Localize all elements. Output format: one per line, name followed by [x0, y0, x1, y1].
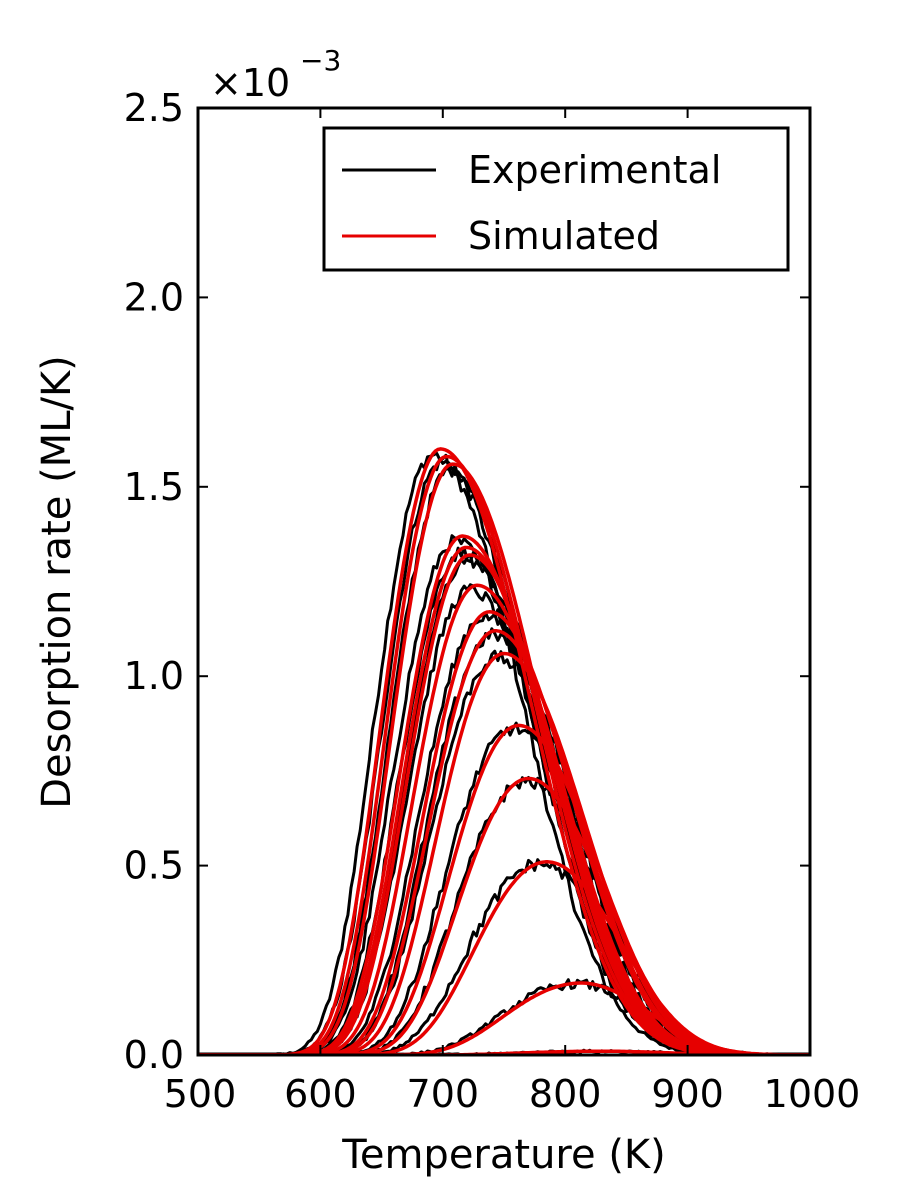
x-tick-label: 800 — [529, 1072, 602, 1116]
y-tick-label: 0.0 — [124, 1033, 184, 1077]
simulated-curve — [198, 462, 810, 1055]
legend-label-experimental: Experimental — [468, 148, 721, 192]
legend-label-simulated: Simulated — [468, 214, 660, 258]
scale-factor-base: ×10 — [210, 61, 290, 105]
y-tick-label: 2.0 — [124, 275, 184, 319]
y-tick-label: 2.5 — [124, 86, 184, 130]
legend: Experimental Simulated — [322, 126, 790, 272]
experimental-curve — [198, 463, 810, 1055]
x-tick-label: 600 — [284, 1072, 357, 1116]
scale-factor-exponent: −3 — [300, 44, 341, 77]
x-tick-label: 500 — [164, 1072, 237, 1116]
simulated-curve — [198, 776, 810, 1055]
tick-marks — [197, 107, 811, 1056]
x-tick-label: 1000 — [764, 1072, 861, 1116]
x-tick-label: 900 — [651, 1072, 724, 1116]
experimental-curve — [198, 457, 810, 1055]
experimental-curve — [198, 451, 810, 1055]
experimental-curve — [198, 776, 810, 1055]
simulated-curve — [198, 454, 810, 1055]
scale-factor: ×10 −3 — [210, 44, 341, 105]
plot-frame — [196, 106, 812, 1057]
experimental-curve — [198, 858, 810, 1055]
x-axis-title: Temperature (K) — [341, 1132, 666, 1178]
y-tick-label: 0.5 — [124, 844, 184, 888]
y-tick-label: 1.0 — [124, 654, 184, 698]
experimental-curve — [198, 611, 810, 1055]
experimental-curve — [198, 627, 810, 1055]
simulated-curve — [198, 583, 810, 1055]
tick-labels: 500 600 700 800 900 1000 0.0 0.5 1.0 1.5 2.0 2.5 — [124, 86, 861, 1116]
curves-layer — [198, 447, 810, 1055]
simulated-curve — [198, 860, 810, 1055]
x-tick-label: 700 — [407, 1072, 480, 1116]
simulated-curve — [198, 723, 810, 1055]
simulated-curve — [198, 981, 810, 1055]
experimental-curve — [198, 649, 810, 1055]
simulated-curve — [198, 629, 810, 1055]
legend-box — [322, 126, 790, 272]
simulated-curve — [198, 610, 810, 1055]
simulated-curve — [198, 651, 810, 1055]
simulated-curve — [198, 447, 810, 1055]
y-axis-title: Desorption rate (ML/K) — [34, 355, 80, 809]
y-tick-label: 1.5 — [124, 465, 184, 509]
experimental-curve — [198, 721, 810, 1055]
